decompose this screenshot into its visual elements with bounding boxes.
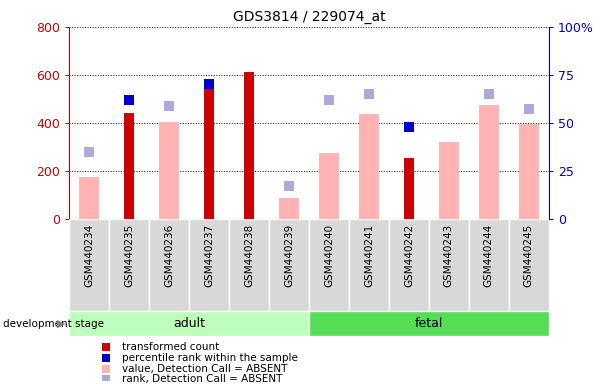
Bar [189,219,229,311]
Bar [439,142,459,219]
Text: GSM440240: GSM440240 [324,223,334,286]
Bar [80,177,99,219]
Text: GSM440235: GSM440235 [124,223,134,287]
Bar [244,73,254,219]
Text: GSM440243: GSM440243 [444,223,454,287]
Bar [109,219,149,311]
Text: GSM440244: GSM440244 [484,223,494,287]
Bar [469,219,509,311]
Text: fetal: fetal [415,317,443,330]
Bar [519,124,538,219]
Bar [509,219,549,311]
Bar [69,219,109,311]
Text: value, Detection Call = ABSENT: value, Detection Call = ABSENT [122,364,288,374]
Text: GSM440236: GSM440236 [164,223,174,287]
Text: adult: adult [173,317,205,330]
Bar [229,219,269,311]
Bar [359,114,379,219]
Bar [479,105,499,219]
Bar [279,199,299,219]
Bar [404,158,414,219]
Text: ▶: ▶ [57,318,65,329]
Text: GSM440237: GSM440237 [204,223,214,287]
Text: rank, Detection Call = ABSENT: rank, Detection Call = ABSENT [122,374,282,384]
Text: GSM440238: GSM440238 [244,223,254,287]
Bar [349,219,389,311]
Text: GSM440241: GSM440241 [364,223,374,287]
Text: percentile rank within the sample: percentile rank within the sample [122,353,298,363]
Bar [69,311,309,336]
Bar [389,219,429,311]
Text: GSM440239: GSM440239 [284,223,294,287]
Bar [150,219,189,311]
Bar [204,87,214,219]
Text: GSM440242: GSM440242 [404,223,414,287]
Text: GSM440245: GSM440245 [524,223,534,287]
Bar [309,219,349,311]
Text: development stage: development stage [3,318,104,329]
Bar [159,122,179,219]
Text: GSM440234: GSM440234 [84,223,94,287]
Bar [319,153,339,219]
Title: GDS3814 / 229074_at: GDS3814 / 229074_at [233,10,385,25]
Bar [429,219,469,311]
Bar [309,311,549,336]
Bar [124,113,134,219]
Bar [269,219,309,311]
Text: transformed count: transformed count [122,342,219,352]
